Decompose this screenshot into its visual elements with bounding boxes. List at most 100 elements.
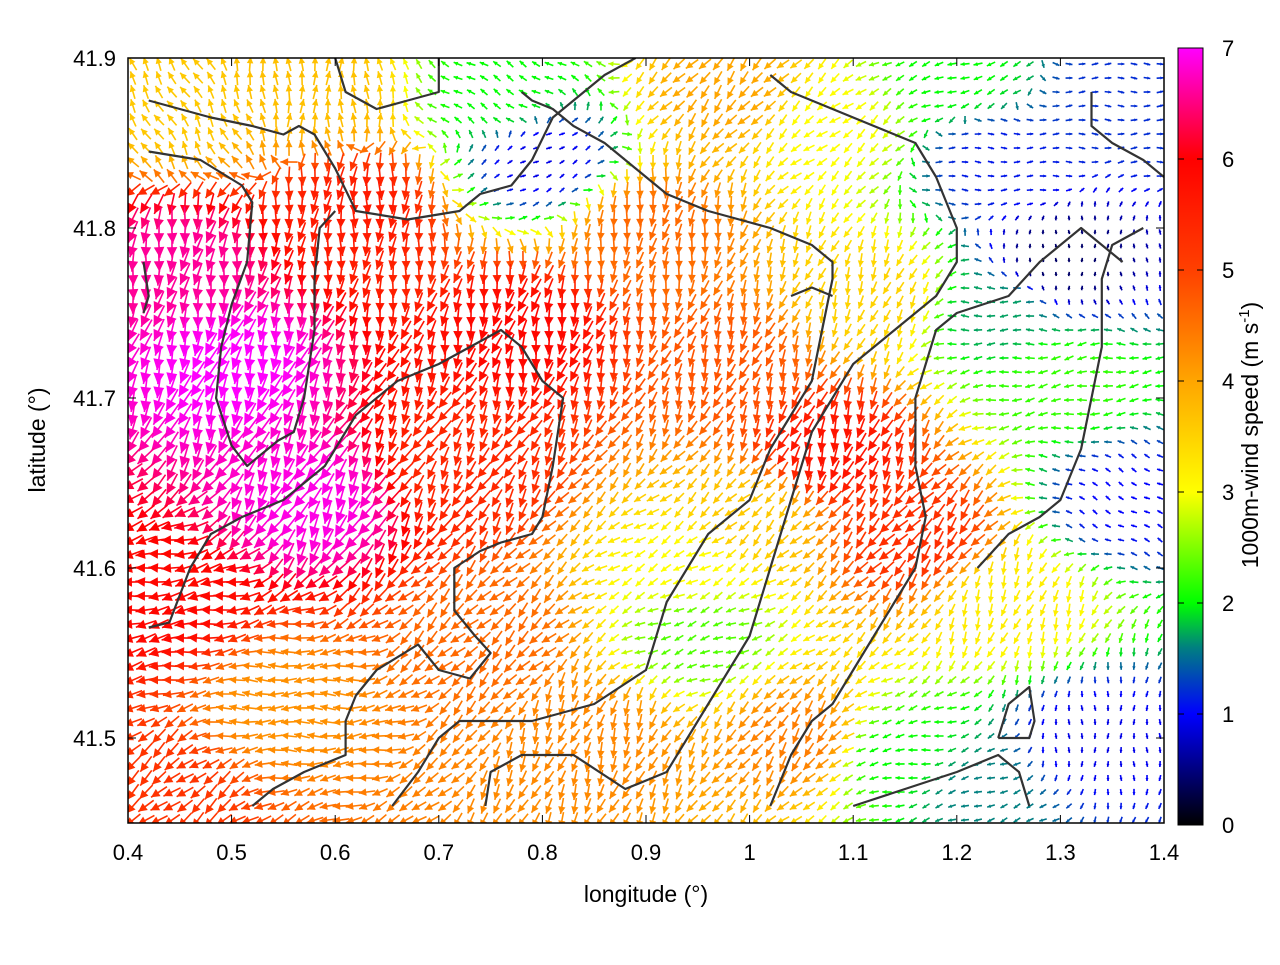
wind-arrow (1039, 577, 1046, 588)
wind-arrow (753, 520, 761, 532)
wind-arrow (442, 183, 448, 197)
wind-arrow (702, 99, 709, 113)
wind-arrow (845, 295, 851, 309)
wind-arrow (845, 267, 851, 281)
wind-arrow (662, 649, 671, 654)
wind-arrow (961, 300, 969, 304)
wind-arrow (1026, 76, 1033, 80)
wind-arrow (531, 603, 540, 617)
wind-arrow (740, 534, 749, 545)
wind-arrow (857, 776, 866, 781)
wind-arrow (1158, 524, 1163, 528)
wind-arrow (803, 758, 814, 770)
wind-arrow (959, 464, 971, 476)
wind-arrow (1067, 272, 1070, 276)
wind-arrow (348, 573, 360, 590)
wind-arrow (595, 579, 607, 585)
wind-arrow (945, 452, 959, 461)
wind-arrow (896, 102, 904, 109)
wind-arrow (556, 647, 568, 658)
wind-arrow (739, 608, 750, 613)
wind-arrow (661, 336, 670, 351)
wind-arrow (1092, 591, 1097, 602)
wind-arrow (988, 734, 994, 739)
wind-arrow (986, 479, 997, 490)
wind-arrow (842, 606, 855, 614)
wind-arrow (792, 336, 799, 353)
wind-arrow (1133, 244, 1136, 249)
wind-arrow (884, 351, 890, 364)
wind-arrow (948, 790, 955, 794)
wind-arrow (519, 701, 528, 715)
wind-arrow (765, 621, 775, 626)
wind-arrow (830, 533, 839, 548)
wind-arrow (844, 157, 851, 167)
wind-arrow (234, 57, 240, 71)
wind-arrow (1066, 147, 1073, 150)
wind-arrow (975, 202, 982, 205)
wind-arrow (1106, 201, 1109, 206)
wind-arrow (987, 314, 995, 318)
wind-arrow (1013, 90, 1021, 94)
wind-arrow (504, 702, 516, 713)
wind-arrow (818, 687, 825, 701)
wind-arrow (1105, 633, 1110, 642)
wind-arrow (1055, 747, 1058, 753)
wind-arrow (947, 356, 957, 360)
wind-arrow (467, 103, 474, 109)
wind-arrow (597, 506, 605, 518)
wind-arrow (1157, 188, 1162, 191)
wind-arrow (649, 715, 656, 729)
wind-arrow (1000, 314, 1008, 318)
wind-arrow (1159, 719, 1162, 725)
wind-arrow (870, 324, 877, 336)
wind-arrow (688, 621, 697, 626)
wind-arrow (1132, 215, 1135, 220)
wind-arrow (480, 433, 488, 451)
wind-arrow (1120, 286, 1123, 291)
wind-arrow (495, 130, 498, 138)
wind-arrow (1039, 818, 1046, 821)
wind-arrow (1107, 719, 1110, 725)
wind-arrow (598, 88, 605, 95)
wind-arrow (1105, 62, 1112, 65)
wind-arrow (219, 143, 229, 154)
wind-arrow (139, 785, 152, 799)
wind-arrow (479, 687, 489, 701)
wind-arrow (1120, 775, 1123, 781)
wind-arrow (255, 719, 271, 726)
wind-arrow (506, 631, 515, 646)
wind-arrow (767, 253, 774, 268)
wind-arrow (1092, 62, 1099, 65)
wind-arrow (506, 104, 514, 108)
wind-arrow (1118, 175, 1124, 178)
wind-arrow (819, 212, 824, 224)
wind-arrow (217, 799, 230, 812)
wind-arrow (998, 521, 1010, 530)
wind-arrow (492, 216, 502, 221)
wind-arrow (141, 129, 151, 139)
wind-arrow (1027, 646, 1032, 658)
wind-arrow (571, 534, 580, 546)
wind-arrow (806, 225, 812, 238)
wind-arrow (636, 714, 643, 730)
wind-arrow (1025, 370, 1035, 374)
wind-arrow (583, 715, 592, 729)
wind-arrow (569, 464, 582, 477)
wind-arrow (988, 133, 994, 136)
colorbar-tick-label: 3 (1222, 480, 1234, 505)
wind-arrow (1156, 426, 1163, 429)
wind-arrow (649, 676, 657, 685)
wind-arrow (1143, 594, 1152, 598)
wind-arrow (542, 521, 556, 531)
wind-arrow (806, 296, 813, 308)
wind-arrow (596, 661, 606, 672)
wind-arrow (829, 760, 841, 768)
wind-arrow (804, 116, 813, 124)
wind-arrow (1159, 789, 1162, 795)
wind-arrow (154, 129, 164, 140)
wind-arrow (571, 756, 578, 771)
wind-arrow (1077, 384, 1087, 388)
wind-arrow (1000, 300, 1008, 304)
wind-arrow (1012, 384, 1022, 388)
